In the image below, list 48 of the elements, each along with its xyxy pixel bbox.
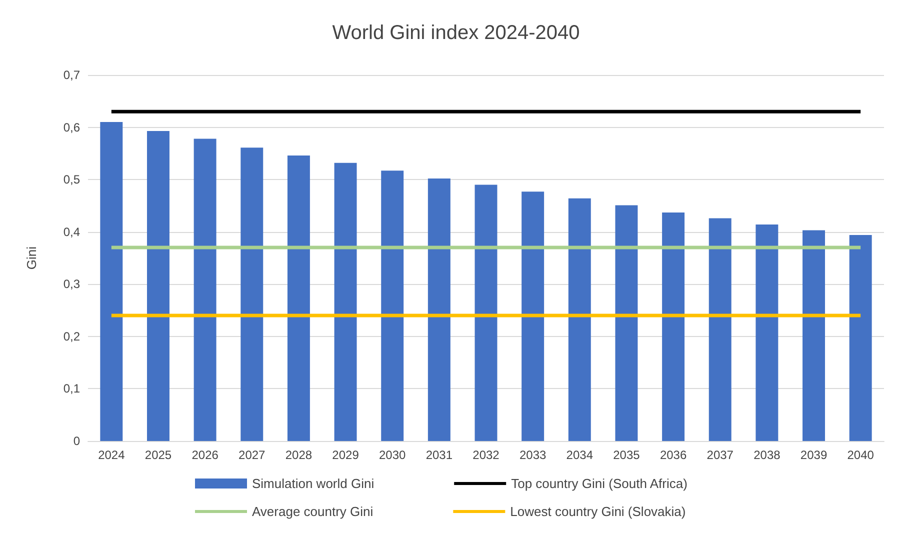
bar	[334, 162, 357, 441]
y-tick-label: 0,4	[63, 224, 80, 239]
bar	[381, 170, 404, 441]
x-tick-label: 2036	[660, 448, 687, 462]
bar	[849, 234, 872, 441]
x-tick-label: 2037	[706, 448, 734, 462]
x-tick-label: 2031	[426, 448, 453, 462]
y-tick-label: 0,2	[63, 329, 80, 344]
bar	[287, 156, 310, 441]
bar	[474, 184, 498, 441]
legend-label: Average country Gini	[252, 504, 374, 519]
bar	[428, 178, 450, 441]
bar	[147, 130, 170, 441]
bar	[522, 192, 544, 441]
legend-label: Top country Gini (South Africa)	[511, 476, 688, 491]
x-tick-label: 2027	[238, 448, 266, 462]
bar	[194, 138, 216, 441]
bar	[708, 218, 732, 441]
x-tick-label: 2039	[800, 448, 828, 462]
legend-label: Simulation world Gini	[252, 476, 374, 491]
x-tick-label: 2038	[754, 448, 781, 462]
x-tick-label: 2030	[379, 448, 406, 462]
y-axis-title: Gini	[24, 246, 39, 270]
y-tick-label: 0,5	[63, 172, 80, 187]
bar	[240, 148, 264, 441]
x-tick-label: 2029	[332, 448, 360, 462]
x-tick-label: 2035	[613, 448, 640, 462]
y-tick-label: 0,7	[63, 68, 80, 82]
bar	[568, 198, 591, 441]
bar	[100, 122, 123, 441]
y-tick-label: 0,3	[63, 277, 80, 292]
x-tick-label: 2024	[98, 448, 126, 462]
x-tick-label: 2032	[472, 448, 500, 462]
x-tick-label: 2025	[144, 448, 172, 462]
y-tick-label: 0,1	[63, 382, 80, 396]
x-tick-label: 2040	[847, 448, 874, 462]
bar	[756, 224, 778, 441]
bar	[802, 230, 825, 441]
x-tick-label: 2034	[566, 448, 594, 462]
x-tick-label: 2033	[519, 448, 546, 462]
bar	[662, 212, 685, 441]
legend-label: Lowest country Gini (Slovakia)	[510, 504, 686, 519]
bar	[615, 205, 638, 441]
x-tick-label: 2028	[285, 448, 312, 462]
y-tick-label: 0,6	[63, 120, 80, 134]
y-tick-label: 0	[73, 434, 80, 448]
x-tick-label: 2026	[192, 448, 219, 462]
chart-title: World Gini index 2024-2040	[332, 22, 580, 44]
